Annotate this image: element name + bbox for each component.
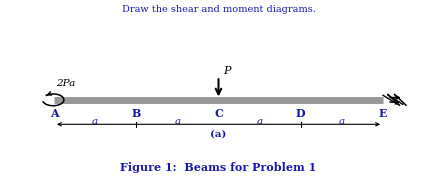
Text: Draw the shear and moment diagrams.: Draw the shear and moment diagrams. (121, 5, 316, 14)
Text: B: B (132, 108, 141, 119)
Text: Figure 1:  Beams for Problem 1: Figure 1: Beams for Problem 1 (120, 162, 317, 173)
Text: a: a (257, 117, 263, 126)
Text: C: C (214, 108, 223, 119)
Text: E: E (379, 108, 387, 119)
Text: A: A (50, 108, 58, 119)
Text: P: P (223, 66, 231, 76)
Text: a: a (92, 117, 98, 126)
Text: a: a (339, 117, 345, 126)
Text: 2Pa: 2Pa (56, 79, 76, 88)
Text: D: D (296, 108, 305, 119)
Text: (a): (a) (210, 130, 227, 139)
Text: a: a (174, 117, 180, 126)
